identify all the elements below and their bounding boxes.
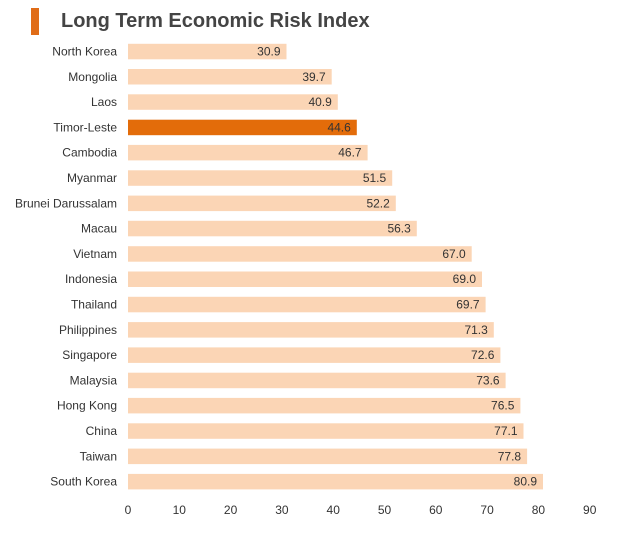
bar-thailand (128, 296, 486, 313)
value-label-north-korea: 30.9 (257, 45, 281, 59)
x-tick-label-70: 70 (480, 503, 494, 517)
category-label-hong-kong: Hong Kong (57, 399, 117, 413)
value-label-china: 77.1 (494, 424, 518, 438)
value-label-macau: 56.3 (387, 222, 411, 236)
bar-cambodia (128, 144, 368, 161)
value-labels: 30.9 39.7 40.9 44.6 46.751.5 52.2 56.3 67.0 69.0… (257, 45, 537, 489)
value-label-myanmar: 51.5 (363, 171, 387, 185)
value-label-taiwan: 77.8 (498, 449, 522, 463)
value-label-south-korea: 80.9 (514, 475, 538, 489)
category-label-myanmar: Myanmar (67, 171, 117, 185)
bar-laos (128, 94, 338, 110)
bar-china (128, 423, 524, 439)
x-tick-label-60: 60 (429, 503, 443, 517)
x-tick-label-10: 10 (173, 503, 187, 517)
category-label-cambodia: Cambodia (62, 146, 117, 160)
category-label-china: China (86, 424, 118, 438)
value-label-vietnam: 67.0 (442, 247, 466, 261)
bar-mongolia (128, 69, 332, 85)
x-tick-label-80: 80 (532, 503, 546, 517)
category-label-brunei-darussalam: Brunei Darussalam (15, 196, 117, 210)
value-label-philippines: 71.3 (464, 323, 488, 337)
category-label-vietnam: Vietnam (73, 247, 117, 261)
category-label-indonesia: Indonesia (65, 272, 117, 286)
category-label-laos: Laos (91, 95, 117, 109)
x-tick-label-90: 90 (583, 503, 597, 517)
value-label-timor-leste: 44.6 (327, 120, 351, 134)
category-label-north-korea: North Korea (52, 45, 117, 59)
x-axis-tick-labels: 0 10 20 30 40 50 60 70 80 90 (125, 503, 597, 517)
value-label-thailand: 69.7 (456, 298, 480, 312)
bar-philippines (128, 322, 494, 338)
value-label-hong-kong: 76.5 (491, 399, 515, 413)
value-label-indonesia: 69.0 (453, 272, 477, 286)
category-label-mongolia: Mongolia (68, 70, 117, 84)
category-label-taiwan: Taiwan (80, 449, 117, 463)
value-label-laos: 40.9 (308, 95, 332, 109)
bar-hong-kong (128, 397, 521, 414)
x-tick-label-0: 0 (125, 503, 132, 517)
bars-group (128, 43, 543, 490)
x-tick-label-30: 30 (275, 503, 289, 517)
bar-indonesia (128, 271, 482, 287)
bar-north-korea (128, 43, 287, 60)
bar-macau (128, 220, 417, 237)
category-label-south-korea: South Korea (50, 475, 117, 489)
category-label-timor-leste: Timor-Leste (53, 120, 117, 134)
bar-brunei-darussalam (128, 195, 396, 212)
bar-vietnam (128, 246, 472, 262)
category-label-philippines: Philippines (59, 323, 117, 337)
bar-malaysia (128, 372, 506, 389)
bar-timor-leste (128, 119, 357, 136)
bar-myanmar (128, 170, 393, 186)
value-label-mongolia: 39.7 (302, 70, 326, 84)
value-label-singapore: 72.6 (471, 348, 495, 362)
value-label-brunei-darussalam: 52.2 (366, 196, 390, 210)
value-label-malaysia: 73.6 (476, 373, 500, 387)
x-tick-label-40: 40 (327, 503, 341, 517)
x-tick-label-20: 20 (224, 503, 238, 517)
value-label-cambodia: 46.7 (338, 146, 362, 160)
category-label-macau: Macau (81, 222, 117, 236)
category-label-malaysia: Malaysia (70, 373, 118, 387)
bar-singapore (128, 347, 501, 363)
title-accent-bar (31, 8, 39, 35)
chart-title: Long Term Economic Risk Index (61, 10, 370, 32)
bar-taiwan (128, 448, 528, 465)
category-labels: North Korea Mongolia Laos Timor-Leste Cambod… (15, 45, 117, 489)
bar-south-korea (128, 473, 543, 490)
category-label-thailand: Thailand (71, 298, 117, 312)
category-label-singapore: Singapore (62, 348, 117, 362)
x-tick-label-50: 50 (378, 503, 392, 517)
